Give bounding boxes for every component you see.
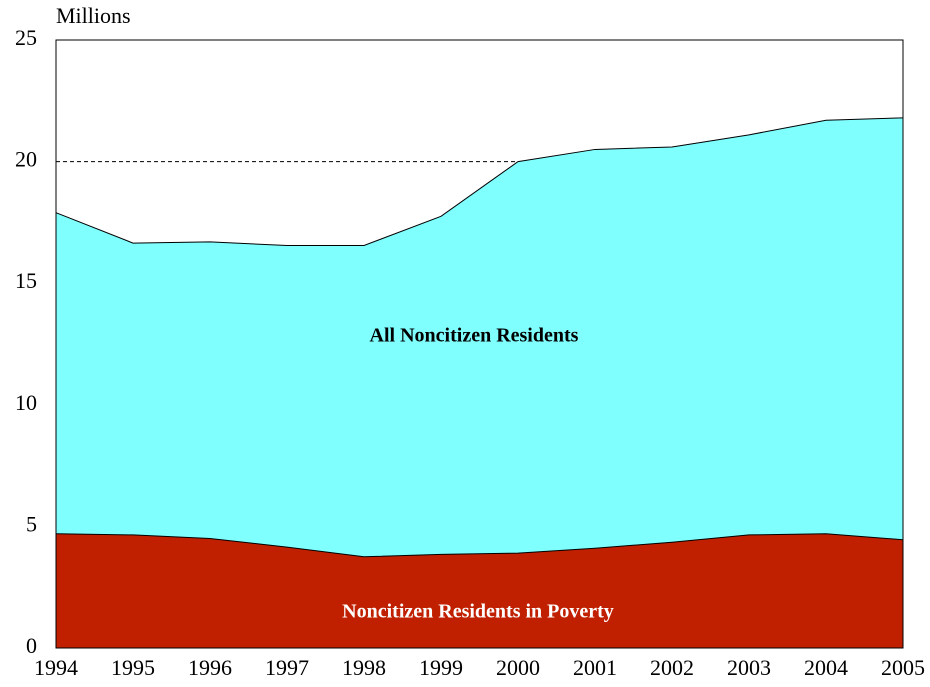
y-tick-label: 0 (26, 633, 37, 658)
y-tick-label: 20 (15, 147, 37, 172)
x-tick-label: 2003 (727, 655, 771, 680)
x-tick-label: 1996 (188, 655, 232, 680)
x-tick-label: 1998 (342, 655, 386, 680)
series-label: All Noncitizen Residents (370, 325, 579, 347)
x-tick-label: 2000 (496, 655, 540, 680)
y-tick-label: 10 (15, 390, 37, 415)
area (56, 533, 903, 648)
x-tick-label: 2001 (573, 655, 617, 680)
y-axis-label: Millions (56, 3, 131, 28)
x-tick-label: 1995 (111, 655, 155, 680)
area-line (55, 117, 904, 247)
plot-frame (55, 39, 904, 649)
x-tick-label: 1997 (265, 655, 309, 680)
series-label: Noncitizen Residents in Poverty (342, 601, 614, 623)
y-tick-label: 15 (15, 268, 37, 293)
x-tick-label: 2002 (650, 655, 694, 680)
x-tick-label: 1999 (419, 655, 463, 680)
x-tick-label: 2004 (804, 655, 848, 680)
area-line (55, 533, 904, 558)
x-tick-label: 2005 (881, 655, 925, 680)
y-tick-label: 25 (15, 25, 37, 50)
x-tick-label: 1994 (34, 655, 78, 680)
y-tick-label: 5 (26, 511, 37, 536)
area (56, 117, 903, 649)
